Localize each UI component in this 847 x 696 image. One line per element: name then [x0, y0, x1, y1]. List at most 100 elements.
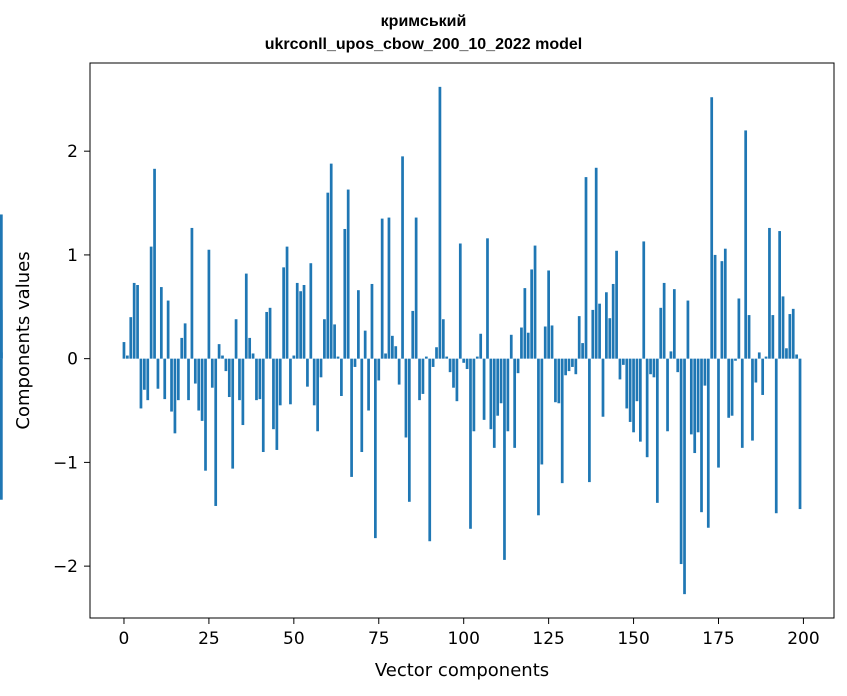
bar	[275, 358, 279, 450]
bar	[357, 290, 360, 359]
bar	[720, 261, 724, 359]
bar	[591, 309, 595, 359]
bar	[166, 300, 170, 359]
bar	[272, 358, 275, 430]
y-tick-label: 0	[67, 350, 78, 370]
bar	[367, 358, 370, 411]
bar	[214, 358, 218, 506]
x-tick-label: 175	[702, 629, 734, 649]
bar	[323, 319, 326, 359]
x-tick-label: 50	[283, 629, 305, 649]
bar	[567, 358, 571, 372]
bar	[329, 163, 333, 359]
x-tick-label: 25	[198, 629, 220, 649]
bar	[159, 287, 163, 359]
bar	[435, 347, 438, 359]
bar	[679, 358, 683, 565]
bar	[547, 270, 550, 359]
bar	[146, 358, 150, 401]
bar	[465, 358, 469, 370]
bar	[197, 358, 201, 411]
bar	[312, 358, 316, 406]
bar	[441, 319, 445, 359]
bar	[666, 358, 669, 432]
bar	[285, 246, 289, 359]
bar	[730, 358, 734, 416]
bar	[374, 358, 377, 539]
bar	[319, 358, 323, 378]
bar	[248, 337, 252, 359]
bar	[340, 358, 343, 396]
bar	[458, 243, 462, 359]
bar	[540, 358, 544, 465]
bar	[557, 358, 561, 404]
bar	[482, 358, 486, 420]
bar	[676, 358, 680, 373]
bar	[598, 303, 601, 359]
bar	[639, 358, 642, 442]
bar	[452, 358, 455, 388]
bar	[727, 358, 731, 418]
bar	[448, 358, 452, 373]
bar	[170, 358, 173, 412]
bar	[0, 358, 3, 500]
bar	[445, 356, 449, 359]
bar	[795, 354, 798, 359]
bar	[574, 358, 578, 375]
bar	[292, 355, 296, 359]
x-tick-label: 150	[617, 629, 649, 649]
bar	[411, 310, 415, 359]
bar	[564, 358, 567, 376]
bar	[781, 296, 785, 359]
y-tick-label: −1	[53, 453, 78, 473]
bar	[516, 358, 520, 374]
y-tick-label: 1	[67, 246, 78, 266]
bar-series	[0, 86, 802, 595]
bar	[193, 358, 197, 384]
bar	[537, 358, 540, 516]
bar	[530, 269, 533, 359]
bar	[455, 358, 459, 402]
bar	[649, 358, 652, 375]
bar	[200, 358, 204, 421]
bar	[526, 332, 530, 359]
bar	[180, 337, 184, 359]
bar	[428, 358, 432, 542]
bar	[543, 326, 547, 359]
bar	[190, 227, 194, 359]
y-tick-label: 2	[67, 142, 78, 162]
x-tick-label: 200	[787, 629, 819, 649]
bar	[377, 358, 381, 381]
bar	[560, 358, 564, 484]
bar	[268, 307, 272, 359]
bar	[601, 358, 605, 417]
x-tick-label: 0	[119, 629, 130, 649]
bar	[469, 358, 472, 529]
chart-title-line-2: ukrconll_upos_cbow_200_10_2022 model	[264, 36, 583, 53]
bar	[642, 241, 646, 359]
bar	[255, 358, 258, 401]
bar	[550, 325, 554, 359]
bar	[126, 355, 129, 359]
bar	[737, 298, 741, 359]
bar	[278, 358, 282, 406]
bar	[261, 358, 265, 453]
bar	[751, 358, 754, 441]
bar	[652, 358, 656, 378]
bar	[350, 358, 353, 477]
bar	[122, 342, 126, 359]
bar	[210, 358, 214, 388]
y-tick-label: −2	[53, 557, 78, 577]
bar	[224, 358, 228, 372]
bar	[645, 358, 649, 458]
bar	[163, 358, 167, 400]
bar	[149, 246, 153, 359]
bar	[176, 358, 180, 401]
bar	[662, 282, 666, 359]
bar	[238, 358, 241, 401]
bar	[615, 250, 618, 359]
bar	[635, 358, 639, 402]
bar	[241, 358, 245, 426]
bar	[672, 289, 676, 359]
